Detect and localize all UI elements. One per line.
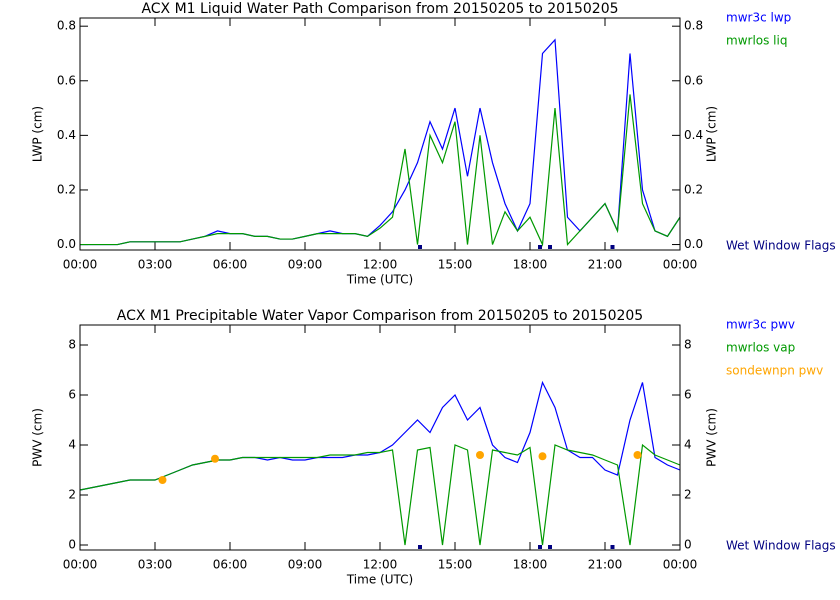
x-tick-label: 09:00 <box>288 558 323 572</box>
chart-title: ACX M1 Precipitable Water Vapor Comparis… <box>117 308 643 324</box>
data-line <box>79 443 681 546</box>
x-tick-label: 18:00 <box>513 258 548 272</box>
legend-entry: mwr3c pwv <box>726 318 795 332</box>
y-axis-label: PWV (cm) <box>31 408 45 467</box>
x-tick-label: 12:00 <box>363 558 398 572</box>
y2-tick-label: 4 <box>684 438 692 452</box>
y-tick-label: 8 <box>68 338 76 352</box>
data-line <box>80 94 681 247</box>
legend-entry: mwr3c lwp <box>726 11 791 25</box>
wet-window-flag <box>418 245 422 249</box>
data-point <box>538 452 547 461</box>
y2-tick-label: 0 <box>684 538 692 552</box>
data-point <box>476 451 484 459</box>
y-tick-label: 0.8 <box>57 19 76 33</box>
wet-window-flag <box>548 245 552 249</box>
wet-window-flag <box>538 245 542 249</box>
legend-entry: mwrlos vap <box>726 341 795 355</box>
y-tick-label: 0 <box>68 538 76 552</box>
y-tick-label: 0.6 <box>57 73 76 87</box>
y2-axis-label: PWV (cm) <box>705 408 719 467</box>
y2-axis-label: LWP (cm) <box>705 106 719 162</box>
y2-tick-label: 8 <box>684 338 692 352</box>
x-axis-label: Time (UTC) <box>346 573 413 587</box>
x-tick-label: 18:00 <box>513 558 548 572</box>
y-tick-label: 0.0 <box>57 237 76 251</box>
wet-window-flag <box>538 545 542 549</box>
x-tick-label: 09:00 <box>288 258 323 272</box>
wet-window-flag <box>548 545 552 549</box>
wet-window-flag <box>610 245 615 249</box>
x-tick-label: 03:00 <box>138 258 173 272</box>
data-point <box>211 454 219 463</box>
x-tick-label: 00:00 <box>63 258 98 272</box>
x-axis-label: Time (UTC) <box>346 273 413 287</box>
wet-window-flag <box>418 545 422 549</box>
data-point <box>158 476 167 484</box>
y-tick-label: 6 <box>68 388 76 402</box>
x-tick-label: 00:00 <box>663 258 698 272</box>
y2-tick-label: 0.8 <box>684 19 703 33</box>
x-tick-label: 00:00 <box>663 558 698 572</box>
y-tick-label: 0.4 <box>57 128 76 142</box>
y-tick-label: 4 <box>68 438 76 452</box>
plot-frame <box>79 324 681 551</box>
chart-title: ACX M1 Liquid Water Path Comparison from… <box>141 1 618 17</box>
y2-tick-label: 0.2 <box>684 182 703 196</box>
y2-tick-label: 6 <box>684 388 692 402</box>
x-tick-label: 06:00 <box>213 258 248 272</box>
x-tick-label: 21:00 <box>588 258 623 272</box>
y-axis-label: LWP (cm) <box>31 106 45 162</box>
y2-tick-label: 0.4 <box>684 128 703 142</box>
x-tick-label: 15:00 <box>438 258 473 272</box>
legend-entry: sondewnpn pwv <box>726 364 823 378</box>
legend-entry: Wet Window Flags <box>726 239 836 253</box>
y2-tick-label: 0.0 <box>684 237 703 251</box>
data-line <box>80 38 681 246</box>
x-tick-label: 15:00 <box>438 558 473 572</box>
y-tick-label: 0.2 <box>57 182 76 196</box>
wet-window-flag <box>610 545 615 549</box>
legend-entry: mwrlos liq <box>726 34 787 48</box>
x-tick-label: 12:00 <box>363 258 398 272</box>
x-tick-label: 03:00 <box>138 558 173 572</box>
y-tick-label: 2 <box>68 488 76 502</box>
data-point <box>633 451 642 459</box>
x-tick-label: 00:00 <box>63 558 98 572</box>
y2-tick-label: 0.6 <box>684 73 703 87</box>
x-tick-label: 21:00 <box>588 558 623 572</box>
plot-frame <box>79 17 681 251</box>
x-tick-label: 06:00 <box>213 558 248 572</box>
y2-tick-label: 2 <box>684 488 692 502</box>
legend-entry: Wet Window Flags <box>726 539 836 553</box>
